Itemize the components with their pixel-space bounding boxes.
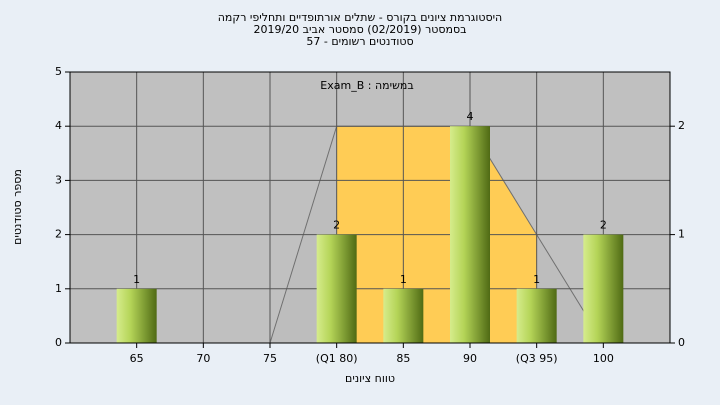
title-line: בסמסטר (02/2019) סמסטר אביב 2019/20 (253, 23, 466, 36)
y2-tick-label: 2 (678, 119, 685, 132)
bar (116, 288, 157, 343)
x-tick-label: 65 (130, 352, 144, 365)
bar (383, 288, 424, 343)
annotation: במשימה : Exam_B (320, 79, 413, 92)
data-label: 1 (133, 273, 140, 286)
bar (316, 234, 357, 343)
bar (450, 126, 490, 343)
y-axis-label: מספר סטודנטים (11, 169, 24, 245)
y2-tick-label: 1 (678, 228, 685, 241)
data-label: 4 (467, 110, 474, 123)
x-tick-label: 100 (593, 352, 614, 365)
data-label: 2 (600, 219, 607, 232)
plot-border (69, 71, 671, 344)
y-tick-label: 3 (55, 173, 62, 186)
bar (583, 234, 624, 343)
title-line: היסטוגרמת ציונים בקורס - שתלים אורתופדיי… (218, 11, 503, 24)
y-tick-label: 1 (55, 282, 62, 295)
x-tick-label: 70 (196, 352, 210, 365)
y2-tick-label: 0 (678, 336, 685, 349)
x-tick-label: 85 (396, 352, 410, 365)
y-tick-label: 2 (55, 228, 62, 241)
x-tick-label: 75 (263, 352, 277, 365)
x-tick-label: (Q1 80) (316, 352, 358, 365)
y-tick-label: 0 (55, 336, 62, 349)
title-line: סטודנטים רשומים - 57 (306, 35, 413, 48)
bar (516, 288, 557, 343)
data-label: 1 (400, 273, 407, 286)
x-tick-label: (Q3 95) (516, 352, 558, 365)
y-tick-label: 5 (55, 65, 62, 78)
y-tick-label: 4 (55, 119, 62, 132)
data-label: 1 (533, 273, 540, 286)
x-axis-label: טווח ציונים (345, 372, 395, 385)
data-label: 2 (333, 219, 340, 232)
x-tick-label: 90 (463, 352, 477, 365)
